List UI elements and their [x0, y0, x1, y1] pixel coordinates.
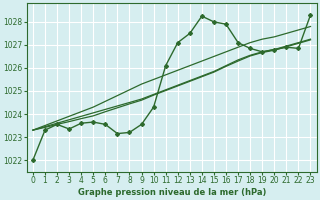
X-axis label: Graphe pression niveau de la mer (hPa): Graphe pression niveau de la mer (hPa) — [77, 188, 266, 197]
